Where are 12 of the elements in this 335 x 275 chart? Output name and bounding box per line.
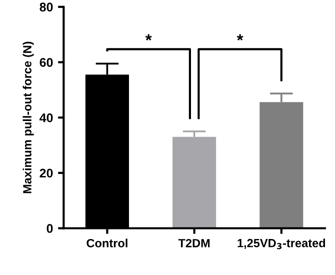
x-tick-label: Control (86, 238, 128, 248)
annotation: * (236, 34, 244, 41)
y-tick-label: 40 (40, 113, 53, 122)
annotation: * (145, 34, 152, 41)
y-tick-label: 20 (40, 168, 53, 178)
y-tick-label: 0 (46, 224, 53, 233)
x-tick-label: 1,25VD$_{3}$-treated (238, 238, 326, 250)
y-tick-label: 80 (40, 2, 53, 12)
y-axis-title: Maximum pull-out force (N) (22, 42, 34, 194)
x-tick-label: T2DM (178, 238, 210, 248)
y-tick-label: 60 (40, 58, 53, 67)
bar (172, 136, 216, 228)
